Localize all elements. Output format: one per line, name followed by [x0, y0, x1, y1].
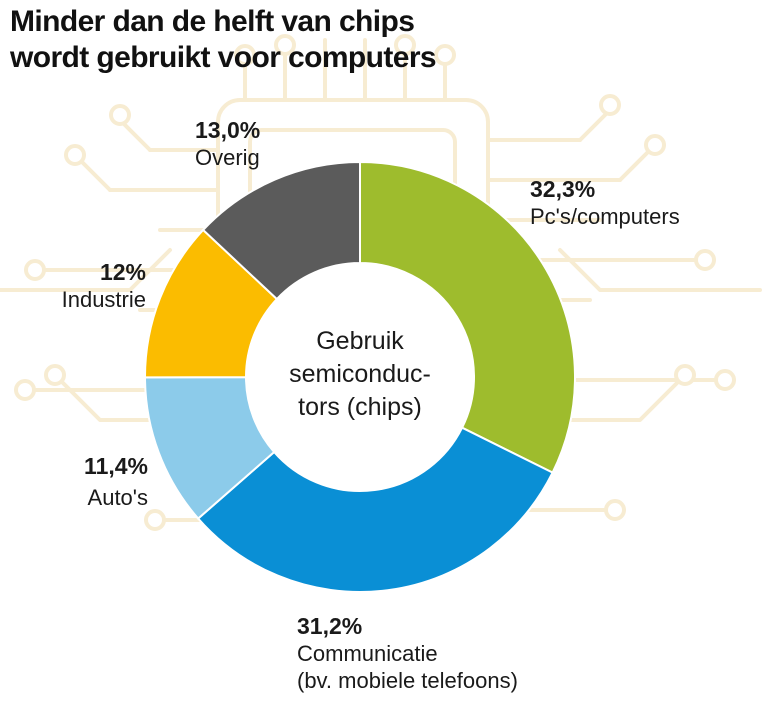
- slice-value-label: 31,2%: [297, 613, 363, 639]
- chart-title-line-2: wordt gebruikt voor computers: [10, 41, 437, 74]
- slice-name-label: Auto's: [87, 485, 148, 510]
- slice-value-label: 12%: [99, 259, 146, 285]
- slice-label-communicatie: 31,2% Communicatie (bv. mobiele telefoon…: [297, 612, 518, 694]
- chart-title: Minder dan de helft van chips wordt gebr…: [10, 4, 710, 76]
- slice-label-industrie: 12% Industrie: [10, 258, 146, 313]
- slice-label-autos: 11,4% Auto's: [30, 452, 148, 511]
- center-line-2: semiconduc-: [289, 360, 431, 388]
- slice-name-label: Overig: [195, 145, 260, 170]
- slice-value-label: 11,4%: [84, 453, 148, 479]
- slice-name-label: Industrie: [61, 287, 146, 312]
- chart-title-line-1: Minder dan de helft van chips: [10, 5, 415, 38]
- slice-name-label: Communicatie: [297, 641, 438, 666]
- slice-name-label: Pc's/computers: [530, 204, 680, 229]
- donut-center-label: Gebruik semiconduc- tors (chips): [244, 325, 476, 424]
- slice-value-label: 32,3%: [530, 176, 596, 202]
- donut-hole: [246, 263, 474, 491]
- slice-name-label-line-2: (bv. mobiele telefoons): [297, 668, 518, 693]
- slice-value-label: 13,0%: [195, 117, 261, 143]
- slice-label-pcs-computers: 32,3% Pc's/computers: [530, 175, 680, 230]
- center-line-3: tors (chips): [298, 393, 422, 421]
- center-line-1: Gebruik: [316, 327, 404, 355]
- slice-label-overig: 13,0% Overig: [195, 116, 260, 171]
